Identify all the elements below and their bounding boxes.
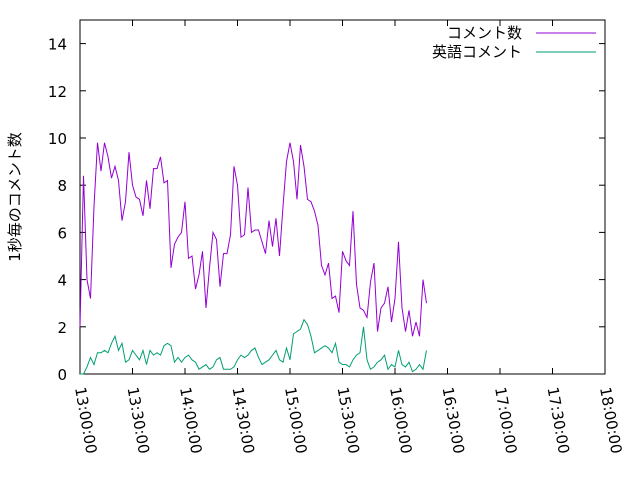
x-tick-label: 18:00:00: [596, 386, 625, 455]
x-tick-label: 15:30:00: [334, 386, 363, 455]
legend-label: 英語コメント: [432, 43, 522, 61]
x-tick-label: 16:30:00: [439, 386, 468, 455]
x-tick-label: 15:00:00: [281, 386, 310, 455]
series-line: [80, 318, 427, 375]
y-tick-label: 4: [57, 272, 67, 290]
x-tick-label: 17:00:00: [491, 386, 520, 455]
plot-frame: [79, 19, 606, 375]
x-tick-label: 14:00:00: [176, 386, 205, 455]
y-tick-label: 10: [48, 130, 67, 148]
y-tick-label: 2: [57, 319, 67, 337]
x-tick-label: 13:30:00: [124, 386, 153, 455]
y-tick-label: 14: [48, 36, 67, 54]
y-tick-label: 12: [48, 83, 67, 101]
y-tick-label: 0: [57, 366, 67, 384]
legend-label: コメント数: [447, 24, 522, 42]
x-tick-label: 17:30:00: [544, 386, 573, 455]
x-tick-label: 14:30:00: [229, 386, 258, 455]
y-axis: 0 2 4 6 8 10 12 14: [48, 36, 605, 384]
series-layer: [79, 142, 427, 375]
x-axis: 13:00:00 13:30:00 14:00:00 14:30:00 15:00:00…: [71, 20, 625, 455]
y-tick-label: 8: [57, 177, 67, 195]
y-axis-label: 1秒毎のコメント数: [6, 132, 24, 262]
y-tick-label: 6: [57, 224, 67, 242]
x-tick-label: 13:00:00: [71, 386, 100, 455]
x-tick-label: 16:00:00: [386, 386, 415, 455]
series-line: [79, 142, 427, 337]
